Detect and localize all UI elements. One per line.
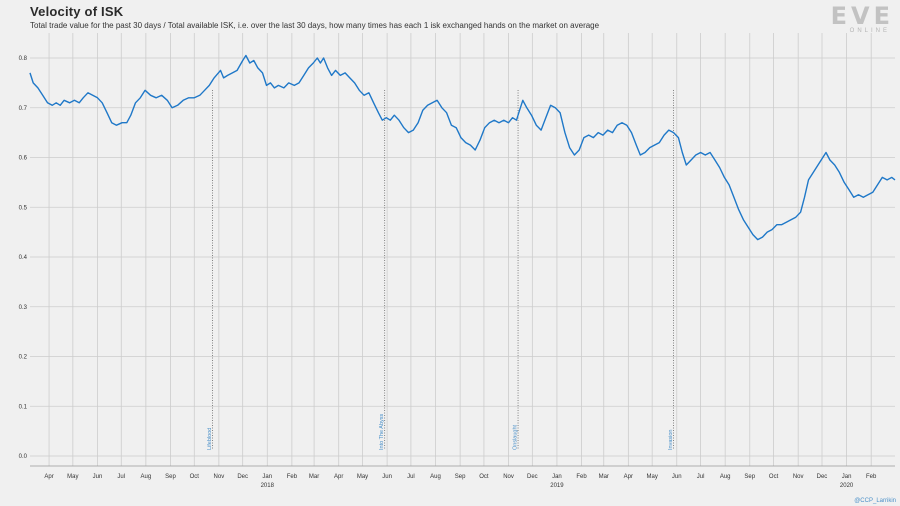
x-tick-label: Nov [214,474,225,480]
x-tick-label: Nov [503,474,514,480]
x-tick-label: Dec [237,474,248,480]
x-year-label: 2018 [261,483,275,489]
y-tick-label: 0.2 [19,355,28,361]
y-tick-label: 0.4 [19,255,28,261]
grid [30,33,895,466]
x-tick-label: Mar [309,474,319,480]
y-tick-label: 0.5 [19,205,28,211]
x-tick-label: Oct [190,474,200,480]
x-axis: Apr May Jun Jul Aug Sep Oct Nov Dec Jan 2018 Feb Mar… [30,465,895,489]
event-label: Lifeblood [207,428,213,450]
event-label: Onslaught [513,424,519,450]
y-tick-label: 0.8 [19,56,28,62]
chart-subtitle: Total trade value for the past 30 days /… [30,21,600,30]
x-tick-label: Jun [93,474,103,480]
logo-main-text: EVE [830,2,894,30]
logo-sub-text: ONLINE [849,28,890,34]
x-tick-label: Feb [287,474,298,480]
x-tick-label: Feb [576,474,587,480]
x-tick-label: Aug [141,474,152,480]
x-tick-label: Jan [552,474,562,480]
series-group [29,54,896,241]
x-tick-label: Jul [407,474,415,480]
x-tick-label: Sep [165,474,176,480]
author-credit[interactable]: @CCP_Larrikin [854,498,896,504]
event-markers: Lifeblood Into The Abyss Onslaught Invasion [207,90,674,450]
x-tick-label: Sep [744,474,755,480]
x-tick-label: Jan [842,474,852,480]
chart-title: Velocity of ISK [30,4,124,19]
x-tick-label: Jul [697,474,705,480]
x-tick-label: Mar [599,474,609,480]
x-tick-label: Sep [455,474,466,480]
x-tick-label: Jun [672,474,682,480]
y-axis: 0.0 0.1 0.2 0.3 0.4 0.5 0.6 0.7 0.8 [19,56,28,460]
x-year-label: 2020 [840,483,854,489]
x-tick-label: Jun [382,474,392,480]
x-tick-label: Apr [334,474,343,480]
x-tick-label: Apr [44,474,53,480]
x-tick-label: Feb [866,474,877,480]
x-tick-label: Dec [817,474,828,480]
x-tick-label: Jul [117,474,125,480]
x-tick-label: Apr [624,474,633,480]
x-tick-label: Aug [720,474,731,480]
eve-online-logo: EVE ONLINE [806,2,894,38]
x-tick-label: Jan [262,474,272,480]
x-tick-label: Oct [479,474,489,480]
x-tick-label: Oct [769,474,779,480]
x-tick-label: Nov [793,474,804,480]
x-tick-label: May [357,474,368,480]
y-tick-label: 0.1 [19,404,28,410]
x-year-label: 2019 [550,483,564,489]
event-label: Invasion [668,430,674,451]
y-tick-label: 0.0 [19,454,28,460]
x-tick-label: May [646,474,657,480]
event-label: Into The Abyss [379,413,385,450]
x-tick-label: May [67,474,78,480]
series-line [29,54,896,241]
x-tick-label: Aug [430,474,441,480]
y-tick-label: 0.7 [19,106,28,112]
y-tick-label: 0.6 [19,156,28,162]
x-tick-label: Dec [527,474,538,480]
y-tick-label: 0.3 [19,305,28,311]
